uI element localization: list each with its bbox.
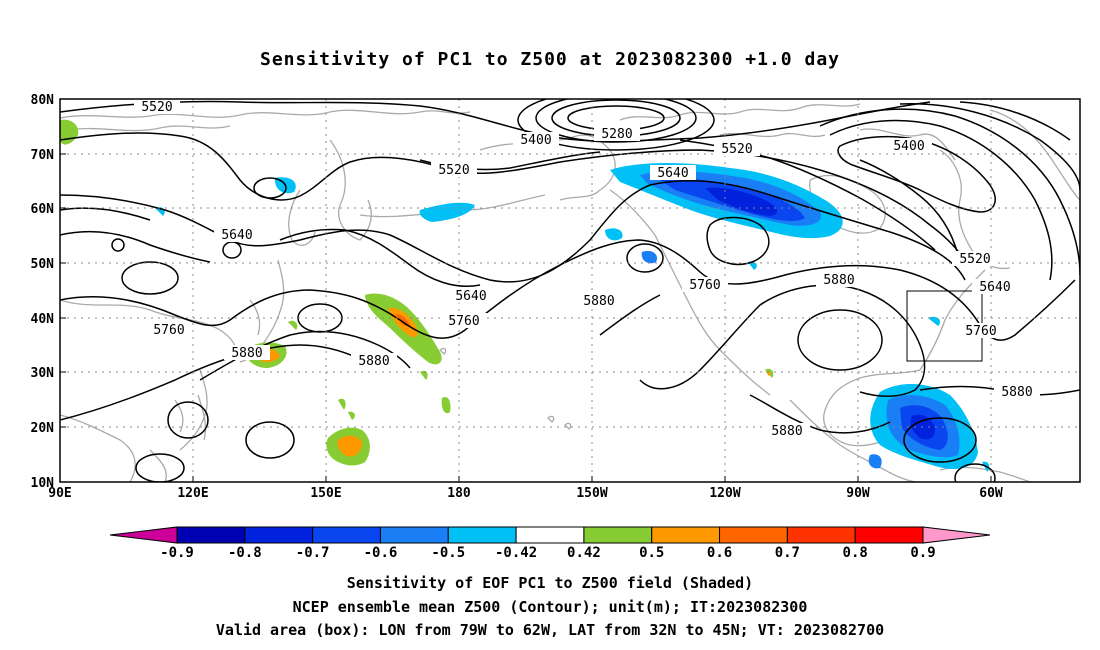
sensitivity-shading (60, 119, 990, 472)
lon-label: 150W (576, 486, 607, 501)
colorbar-cell (786, 526, 856, 544)
lat-label: 50N (31, 257, 55, 272)
lon-label: 120E (177, 486, 208, 501)
colorbar-tick-label: 0.42 (567, 545, 601, 561)
shade-pos-small-3 (441, 396, 451, 414)
colorbar-tick-label: -0.5 (431, 545, 465, 561)
contour-label: 5640 (979, 280, 1010, 295)
shade-neg-small-2 (641, 250, 658, 264)
shade-neg-small-3 (419, 202, 475, 222)
colorbar-cell (719, 526, 788, 544)
colorbar-tick-label: 0.8 (843, 545, 868, 561)
colorbar-tick-label: -0.8 (228, 545, 262, 561)
contour-label: 5880 (823, 273, 854, 288)
lat-label: 40N (31, 312, 55, 327)
shade-neg-small-7 (748, 261, 757, 270)
lat-label: 30N (31, 366, 55, 381)
shade-neg-gulf-alaska-inner (705, 187, 778, 216)
contour-label: 5880 (231, 346, 262, 361)
contour-label: 5880 (771, 424, 802, 439)
contour-label: 5760 (689, 278, 720, 293)
colorbar-cell (176, 526, 246, 544)
contour-label: 5400 (520, 133, 551, 148)
lon-label: 120W (709, 486, 740, 501)
colorbar-tick-label: 0.5 (639, 545, 664, 561)
lat-label: 70N (31, 148, 55, 163)
lon-label: 90W (846, 486, 870, 501)
colorbar-cell (583, 526, 653, 544)
contour-label: 5520 (721, 142, 752, 157)
contour-label: 5520 (438, 163, 469, 178)
shade-pos-tropical-core (337, 435, 362, 457)
caption-line: Valid area (box): LON from 79W to 62W, L… (215, 621, 885, 639)
lat-label: 60N (31, 202, 55, 217)
axis-ticks (60, 98, 992, 483)
colorbar-tick-label: -0.42 (495, 545, 537, 561)
colorbar-arrow-left (109, 526, 178, 544)
colorbar-cell (854, 526, 924, 544)
shade-neg-small-6 (928, 316, 941, 326)
shade-pos-nwpac-inner (396, 314, 410, 327)
shade-pos-small-8 (348, 411, 355, 420)
contour-label: 5640 (221, 228, 252, 243)
shade-pos-small-5 (338, 398, 346, 410)
contour-label: 5760 (448, 314, 479, 329)
colorbar: -0.9 -0.8 -0.7 -0.6 -0.5 -0.42 0.42 0.5 0.6 0.7 0.… (109, 526, 991, 561)
shade-pos-small-4 (420, 370, 428, 380)
contour-label: 5640 (657, 166, 688, 181)
colorbar-tick-label: -0.7 (296, 545, 330, 561)
colorbar-cell (447, 526, 517, 544)
contour-label: 5520 (141, 100, 172, 115)
latitude-labels: 80N 70N 60N 50N 40N 30N 20N 10N (31, 93, 55, 491)
caption-line: Sensitivity of EOF PC1 to Z500 field (Sh… (346, 574, 754, 592)
contour-label: 5640 (455, 289, 486, 304)
colorbar-tick-label: -0.9 (160, 545, 194, 561)
colorbar-tick-label: 0.6 (707, 545, 732, 561)
colorbar-cell (244, 526, 314, 544)
colorbar-cell (379, 526, 449, 544)
caption-line: NCEP ensemble mean Z500 (Contour); unit(… (292, 598, 808, 616)
contour-label: 5520 (959, 252, 990, 267)
colorbar-cell (515, 526, 585, 544)
z500-contours (60, 99, 1080, 482)
lon-label: 150E (310, 486, 341, 501)
contour-label: 5760 (153, 323, 184, 338)
lat-label: 20N (31, 421, 55, 436)
contour-label: 5760 (965, 324, 996, 339)
lat-lon-grid (60, 99, 1080, 482)
map-title: Sensitivity of PC1 to Z500 at 2023082300… (259, 49, 840, 70)
colorbar-tick-label: 0.9 (910, 545, 935, 561)
colorbar-cell (651, 526, 721, 544)
contour-label: 5280 (601, 127, 632, 142)
lat-label: 80N (31, 93, 55, 108)
contour-labels: 5520 5280 5400 5400 5520 5520 5640 5640 … (134, 99, 1040, 439)
longitude-labels: 90E 120E 150E 180 150W 120W 90W 60W (48, 486, 1003, 501)
contour-label: 5880 (358, 354, 389, 369)
colorbar-arrow-right (922, 526, 991, 544)
lon-label: 60W (979, 486, 1003, 501)
shade-pos-small-7 (766, 371, 771, 376)
lon-label: 180 (447, 486, 471, 501)
shade-pos-small-1 (288, 320, 298, 330)
contour-label: 5400 (893, 139, 924, 154)
shade-neg-small-8 (868, 454, 882, 469)
lat-label: 10N (31, 476, 55, 491)
shade-neg-small-1 (605, 228, 623, 241)
colorbar-tick-label: 0.7 (775, 545, 800, 561)
colorbar-cell (312, 526, 381, 544)
contour-label: 5880 (1001, 385, 1032, 400)
colorbar-tick-label: -0.6 (364, 545, 398, 561)
map-frame (59, 98, 1081, 483)
lon-label: 90E (48, 486, 71, 501)
contour-label: 5880 (583, 294, 614, 309)
